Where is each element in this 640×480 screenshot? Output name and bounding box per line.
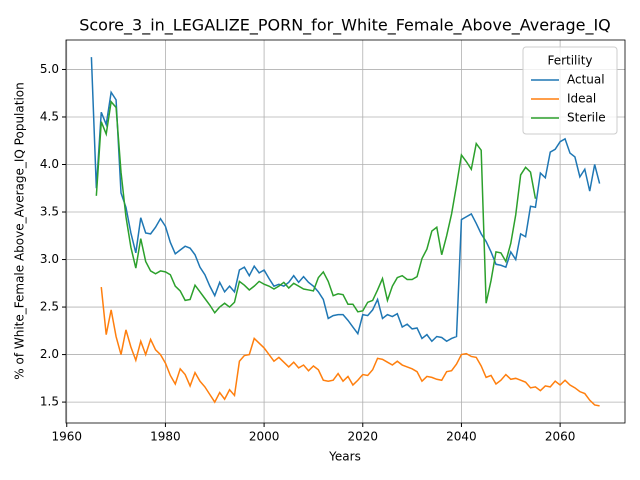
x-tick-label: 2040 [446, 430, 477, 444]
y-axis-label: % of White_Female Above_Average_IQ Popul… [13, 82, 27, 379]
series-line [95, 100, 537, 315]
x-tick-label: 2020 [347, 430, 378, 444]
legend-box [522, 46, 618, 135]
x-tick-label: 2000 [249, 430, 280, 444]
y-tick-label: 2.0 [40, 347, 59, 361]
legend-title: Fertility [547, 54, 592, 68]
x-tick-label: 2060 [545, 430, 576, 444]
x-tick-label: 1980 [150, 430, 181, 444]
legend-label: Actual [567, 73, 605, 87]
x-tick-label: 1960 [51, 430, 82, 444]
y-tick-label: 2.5 [40, 300, 59, 314]
x-axis-label: Years [328, 450, 361, 464]
legend-label: Ideal [567, 92, 596, 106]
y-tick-label: 1.5 [40, 395, 59, 409]
chart-title: Score_3_in_LEGALIZE_PORN_for_White_Femal… [79, 16, 611, 36]
plot-frame [65, 39, 626, 424]
y-tick-label: 5.0 [40, 62, 59, 76]
y-tick-label: 3.5 [40, 205, 59, 219]
legend-label: Sterile [567, 111, 606, 125]
series-line [90, 57, 601, 343]
series-line [100, 287, 600, 407]
y-tick-label: 4.0 [40, 157, 59, 171]
y-tick-label: 4.5 [40, 109, 59, 123]
y-tick-label: 3.0 [40, 252, 59, 266]
